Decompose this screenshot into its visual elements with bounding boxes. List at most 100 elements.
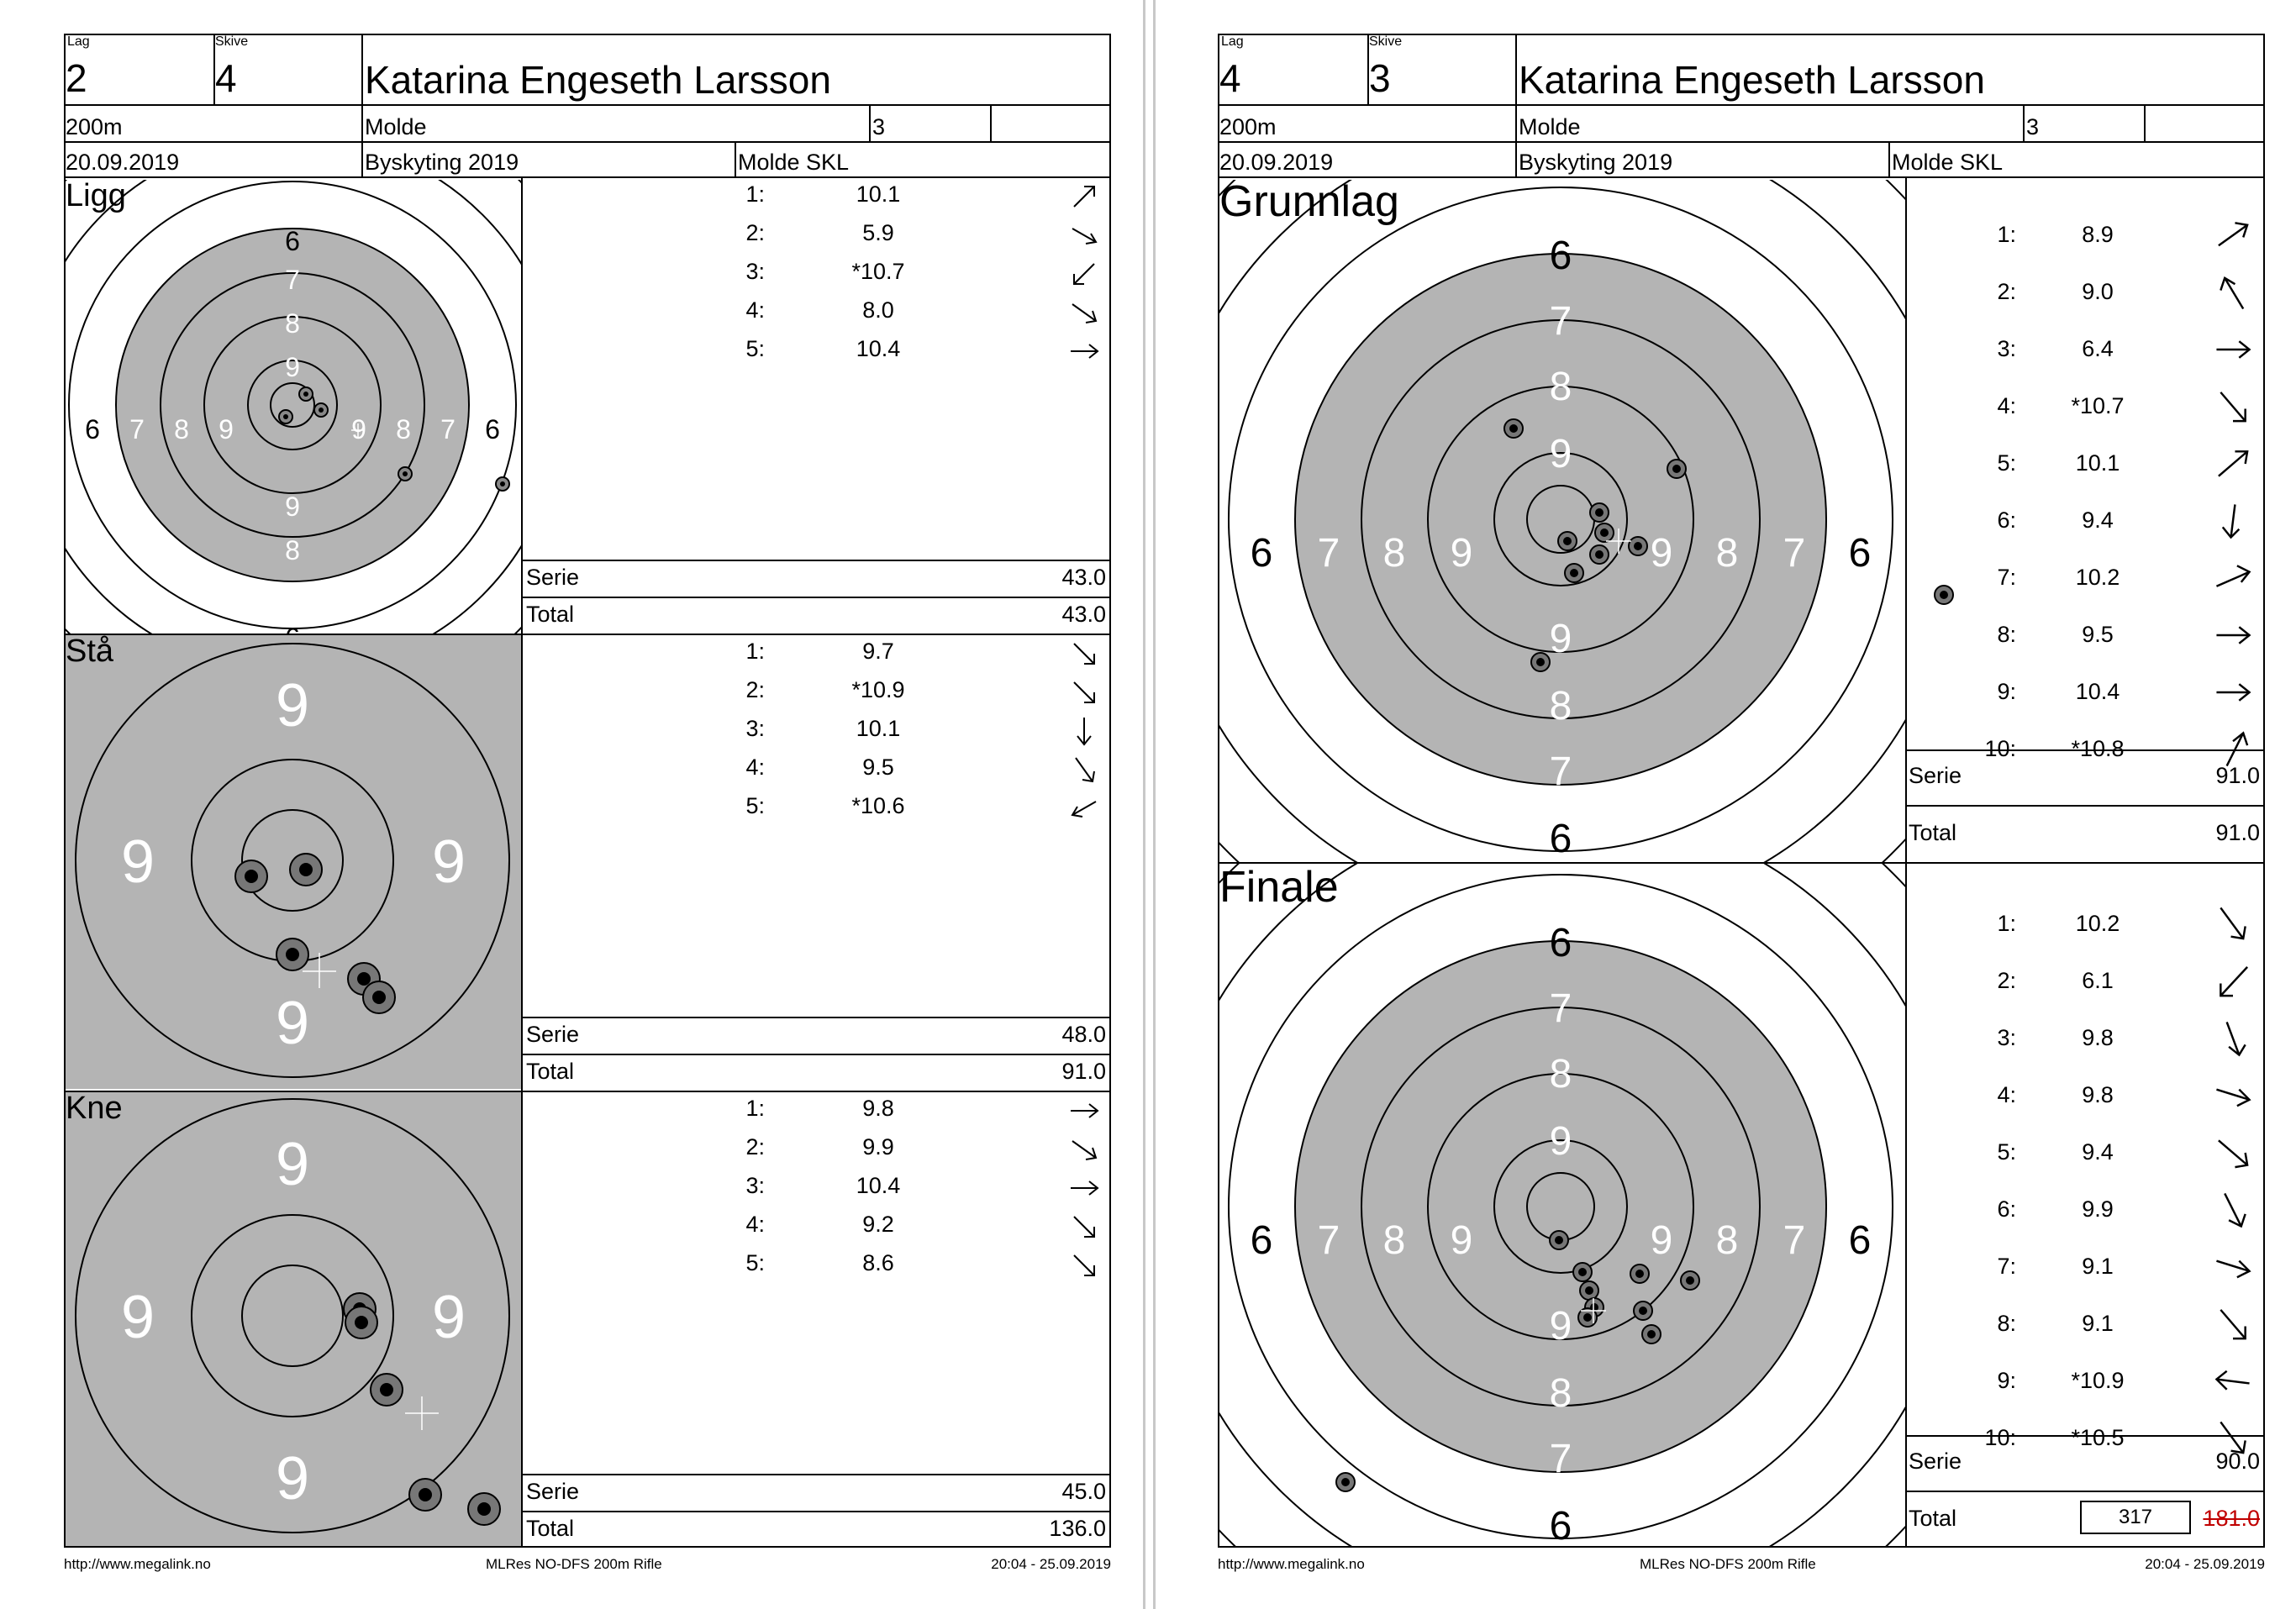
serie-label: Serie [526,1479,580,1504]
shooter-name: Katarina Engeseth Larsson [1519,58,1985,102]
svg-text:6: 6 [1550,234,1572,278]
svg-text:9: 9 [1451,1218,1473,1263]
arrow-down-right-icon [1073,1216,1095,1238]
total-value: 136.0 [1049,1516,1106,1541]
total-box: 317 [2080,1501,2191,1534]
arrow-down-right-icon [1072,1140,1098,1160]
footer-app: MLRes NO-DFS 200m Rifle [486,1556,662,1572]
arrow-down-icon [2221,504,2241,539]
svg-text:8: 8 [1716,531,1739,576]
arrow-up-right-icon [2218,222,2249,247]
arrow-down-icon [1077,718,1092,746]
arrow-down-right-icon [1073,681,1095,703]
svg-text:9: 9 [1451,531,1473,576]
total-value: 91.0 [1061,1059,1106,1084]
arrow-right-icon [2216,1088,2251,1107]
svg-text:9: 9 [1651,1218,1673,1263]
total-label: Total [526,1059,575,1084]
organizer: Molde SKL [1892,150,2004,175]
svg-text:7: 7 [1550,1437,1572,1481]
svg-text:7: 7 [285,579,300,609]
svg-text:7: 7 [1783,1218,1806,1263]
serie-value: 90.0 [2215,1449,2260,1474]
svg-text:7: 7 [1550,299,1572,344]
svg-text:7: 7 [1783,531,1806,576]
svg-text:9: 9 [276,990,309,1057]
svg-text:9: 9 [1651,531,1673,576]
arrow-right-icon [2216,1259,2251,1279]
section-title: Finale [1219,863,1339,912]
svg-text:9: 9 [121,1284,155,1351]
svg-text:8: 8 [1550,1371,1572,1416]
skive-value: 4 [215,56,237,100]
total-struck-value: 181.0 [2203,1506,2260,1531]
svg-text:6: 6 [85,414,100,444]
serie-label: Serie [526,565,580,590]
svg-text:8: 8 [1383,531,1406,576]
svg-text:9: 9 [351,414,366,444]
arrow-right-icon [1071,1103,1099,1118]
arrow-down-right-icon [2220,1309,2246,1340]
class: 3 [872,114,886,139]
serie-value: 48.0 [1061,1022,1106,1047]
serie-label: Serie [526,1022,580,1047]
sections-frame [64,178,1111,1548]
arrow-down-left-icon [1071,801,1097,818]
lag-label: Lag [1221,34,1244,49]
footer-time: 20:04 - 25.09.2019 [991,1556,1111,1572]
target-ligg: 6 7 8 9 9 8 7 6 6 7 8 9 9 8 7 6 [66,180,521,653]
arrow-left-icon [2214,1370,2250,1391]
distance: 200m [66,114,123,139]
serie-value: 43.0 [1061,565,1106,590]
svg-text:8: 8 [174,414,189,444]
section-title: Grunnlag [1219,177,1399,226]
svg-text:9: 9 [1550,617,1572,661]
target-grunnlag: 6 7 8 9 9 8 7 6 6 7 8 9 9 8 7 6 [1219,180,1954,862]
ring-label-6: 6 [285,226,300,256]
arrow-down-right-icon [2220,392,2246,423]
svg-text:6: 6 [1251,531,1273,576]
arrow-down-right-icon [1073,1254,1095,1276]
result-page-right: Lag 4 Skive 3 Katarina Engeseth Larsson … [1153,0,2296,1609]
club: Molde [1519,114,1581,139]
arrow-up-right-icon [2215,565,2251,587]
arrow-down-right-icon [1073,643,1095,665]
svg-text:6: 6 [1550,817,1572,861]
footer-url[interactable]: http://www.megalink.no [64,1556,211,1572]
serie-label: Serie [1909,1449,1962,1474]
target-kne: 9 9 9 9 [66,1092,521,1546]
arrow-down-right-icon [2224,1192,2246,1228]
shot-marks [343,1292,501,1526]
svg-text:6: 6 [1849,531,1872,576]
lag-label: Lag [67,34,90,49]
header-box [64,34,1111,178]
svg-text:9: 9 [1550,432,1572,476]
total-label: Total [526,602,575,627]
svg-text:9: 9 [276,1131,309,1198]
svg-text:7: 7 [1318,531,1340,576]
arrow-down-left-icon [2220,966,2249,997]
section-title: Ligg [66,178,126,213]
serie-label: Serie [1909,763,1962,788]
svg-text:7: 7 [285,265,300,295]
lag-value: 2 [66,56,87,100]
footer-url[interactable]: http://www.megalink.no [1218,1556,1365,1572]
svg-text:7: 7 [440,414,456,444]
svg-text:9: 9 [285,352,300,382]
serie-value: 45.0 [1061,1479,1106,1504]
svg-text:9: 9 [276,672,309,739]
total-value: 91.0 [2215,820,2260,845]
svg-text:6: 6 [1849,1218,1872,1263]
result-page-left: Lag 2 Skive 4 Katarina Engeseth Larsson … [0,0,1145,1609]
total-label: Total [1909,1506,1957,1531]
date: 20.09.2019 [1219,150,1334,175]
svg-text:8: 8 [285,535,300,565]
shooter-name: Katarina Engeseth Larsson [365,58,831,102]
arrow-down-right-icon [2225,1022,2246,1057]
svg-text:9: 9 [276,1445,309,1512]
svg-text:9: 9 [1550,1304,1572,1349]
arrow-down-right-icon [1072,228,1098,245]
class: 3 [2026,114,2040,139]
club: Molde [365,114,427,139]
arrow-right-icon [1071,1180,1099,1196]
